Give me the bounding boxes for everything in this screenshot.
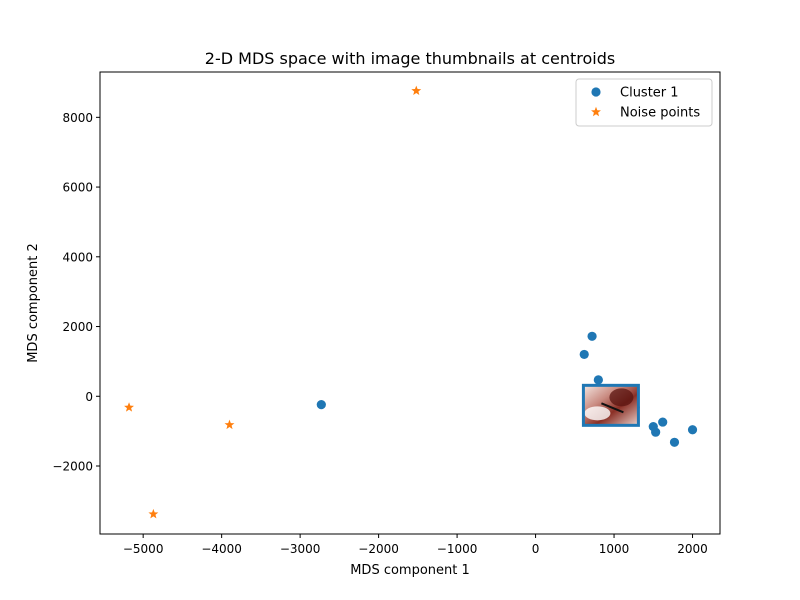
y-axis-ticks: −2000 0 2000 4000 6000 8000 (52, 111, 100, 474)
thumbnail-layer (581, 383, 640, 427)
thumbnail-image-detail (584, 406, 611, 421)
x-axis-label: MDS component 1 (350, 563, 470, 578)
y-tick-label: 0 (85, 390, 93, 404)
noise-point-marker (224, 419, 235, 430)
chart-title: 2-D MDS space with image thumbnails at c… (205, 49, 615, 68)
noise-point-marker (411, 85, 422, 96)
cluster-point-marker (669, 437, 680, 447)
legend-label: Cluster 1 (620, 86, 679, 101)
x-tick-label: 0 (532, 542, 540, 556)
cluster-point-marker (587, 331, 597, 341)
plot-frame (99, 71, 721, 535)
y-tick-label: 4000 (62, 250, 93, 264)
x-tick-label: −5000 (123, 542, 164, 556)
cluster-point-marker (579, 349, 589, 360)
x-tick-label: 1000 (599, 542, 630, 556)
y-axis-label: MDS component 2 (26, 243, 41, 363)
y-tick-label: 2000 (62, 320, 93, 334)
cluster-point-marker (687, 425, 698, 435)
x-axis-ticks: −5000 −4000 −3000 −2000 −1000 0 1000 2000 (123, 534, 708, 556)
cluster-point-marker (658, 417, 668, 427)
legend-star-marker (591, 106, 601, 117)
legend-entry: Cluster 1 (591, 86, 679, 101)
y-tick-label: 8000 (62, 111, 93, 125)
cluster-point-marker (593, 375, 603, 385)
cluster-point-marker (316, 400, 326, 410)
plot-area (100, 72, 720, 534)
thumbnail-border (581, 383, 640, 427)
legend-frame (575, 78, 713, 127)
thumbnail-image-detail (609, 388, 634, 407)
cluster-point-marker (651, 427, 661, 437)
y-tick-label: 6000 (62, 181, 93, 195)
noise-point-marker (124, 402, 134, 412)
legend-label: Noise points (620, 106, 700, 121)
y-tick-label: −2000 (52, 460, 93, 474)
noise-point-marker (148, 508, 159, 519)
x-tick-label: −2000 (358, 542, 399, 556)
cluster-thumbnail (581, 383, 640, 427)
x-tick-label: −4000 (201, 542, 242, 556)
thumbnail-image-detail (601, 402, 624, 414)
legend-entry: Noise points (591, 106, 700, 121)
series-2 (124, 85, 422, 519)
x-tick-label: 2000 (677, 542, 708, 556)
x-tick-label: −3000 (280, 542, 321, 556)
legend-circle-marker (591, 87, 601, 97)
legend: Cluster 1 Noise points (575, 78, 713, 127)
x-tick-label: −1000 (437, 542, 478, 556)
